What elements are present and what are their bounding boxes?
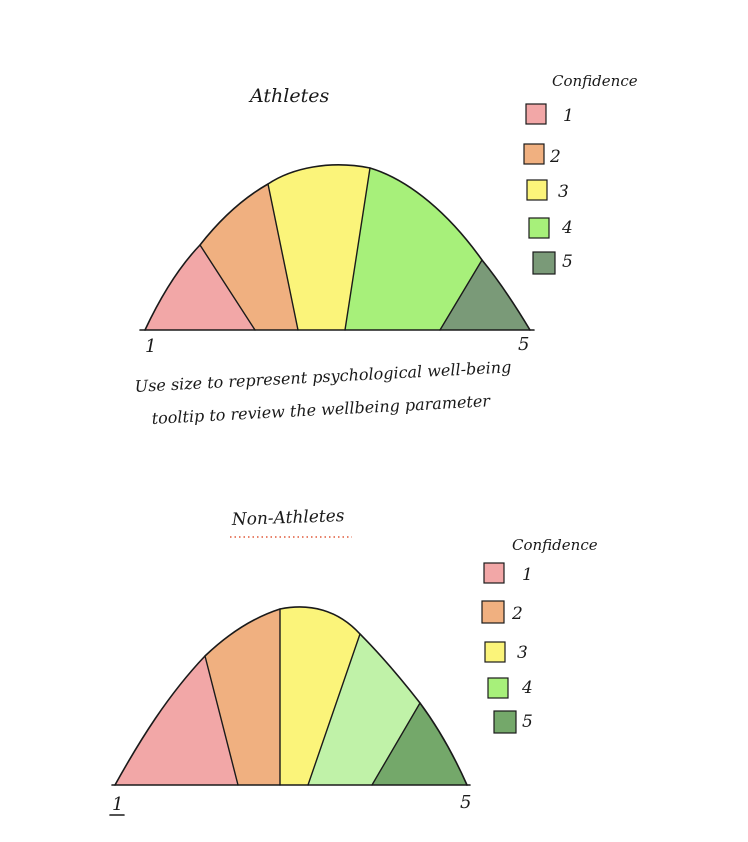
non-athletes-legend-label-3: 3 xyxy=(517,643,528,663)
non-athletes-chart: Non-Athletes 1 5 Confidence 1 2 3 4 xyxy=(109,506,598,816)
athletes-legend-title: Confidence xyxy=(552,72,638,90)
non-athletes-legend-label-2: 2 xyxy=(511,604,523,624)
non-athletes-legend-label-5: 5 xyxy=(522,712,533,732)
non-athletes-curve-outline xyxy=(114,606,468,786)
athletes-segment-1[interactable] xyxy=(145,245,255,330)
athletes-legend-swatch-3 xyxy=(526,179,548,201)
athletes-segment-3[interactable] xyxy=(268,164,370,330)
athletes-legend-label-2: 2 xyxy=(549,147,561,167)
non-athletes-segment-4[interactable] xyxy=(308,634,420,785)
athletes-curve-outline xyxy=(144,164,531,331)
athletes-legend-label-4: 4 xyxy=(561,218,573,238)
non-athletes-legend-swatch-2 xyxy=(481,600,505,624)
non-athletes-title: Non-Athletes xyxy=(230,506,345,530)
non-athletes-segment-3[interactable] xyxy=(280,606,360,785)
non-athletes-legend-swatch-5 xyxy=(493,710,517,734)
athletes-divider-2 xyxy=(267,183,299,331)
design-note: Use size to represent psychological well… xyxy=(134,357,512,428)
note-line-1: Use size to represent psychological well… xyxy=(134,357,512,396)
non-athletes-divider-1 xyxy=(204,655,239,786)
non-athletes-divider-4 xyxy=(371,702,421,786)
non-athletes-legend: Confidence 1 2 3 4 5 xyxy=(481,536,598,734)
non-athletes-legend-label-1: 1 xyxy=(522,565,533,585)
athletes-legend-label-1: 1 xyxy=(563,106,574,126)
non-athletes-segment-2[interactable] xyxy=(205,609,280,785)
athletes-divider-1 xyxy=(199,244,256,331)
athletes-legend: Confidence 1 2 3 4 5 xyxy=(523,72,638,275)
athletes-segment-4[interactable] xyxy=(345,168,482,330)
non-athletes-legend-title: Confidence xyxy=(512,536,598,554)
non-athletes-legend-label-4: 4 xyxy=(521,678,533,698)
non-athletes-divider-3 xyxy=(307,633,361,786)
note-line-2: tooltip to review the wellbeing paramete… xyxy=(151,391,492,428)
non-athletes-segment-1[interactable] xyxy=(115,656,238,785)
non-athletes-legend-swatch-4 xyxy=(487,677,509,699)
non-athletes-axis-min: 1 xyxy=(112,794,123,815)
athletes-legend-swatch-4 xyxy=(528,217,550,239)
non-athletes-legend-swatch-3 xyxy=(484,641,506,663)
athletes-axis-min: 1 xyxy=(145,336,156,357)
athletes-segment-2[interactable] xyxy=(200,184,298,330)
non-athletes-segment-5[interactable] xyxy=(372,703,467,785)
athletes-title: Athletes xyxy=(248,85,329,107)
athletes-legend-swatch-1 xyxy=(525,103,547,125)
non-athletes-axis-max: 5 xyxy=(460,792,471,813)
athletes-axis-max: 5 xyxy=(518,334,529,355)
athletes-legend-label-3: 3 xyxy=(558,182,569,202)
athletes-divider-3 xyxy=(344,167,371,331)
athletes-legend-label-5: 5 xyxy=(562,252,573,272)
non-athletes-legend-swatch-1 xyxy=(483,562,505,584)
athletes-chart: Athletes 1 5 Confidence 1 2 3 4 5 xyxy=(139,72,638,357)
athletes-segment-5[interactable] xyxy=(440,260,530,330)
athletes-legend-swatch-5 xyxy=(532,251,556,275)
athletes-divider-4 xyxy=(439,259,483,331)
athletes-legend-swatch-2 xyxy=(523,143,545,165)
